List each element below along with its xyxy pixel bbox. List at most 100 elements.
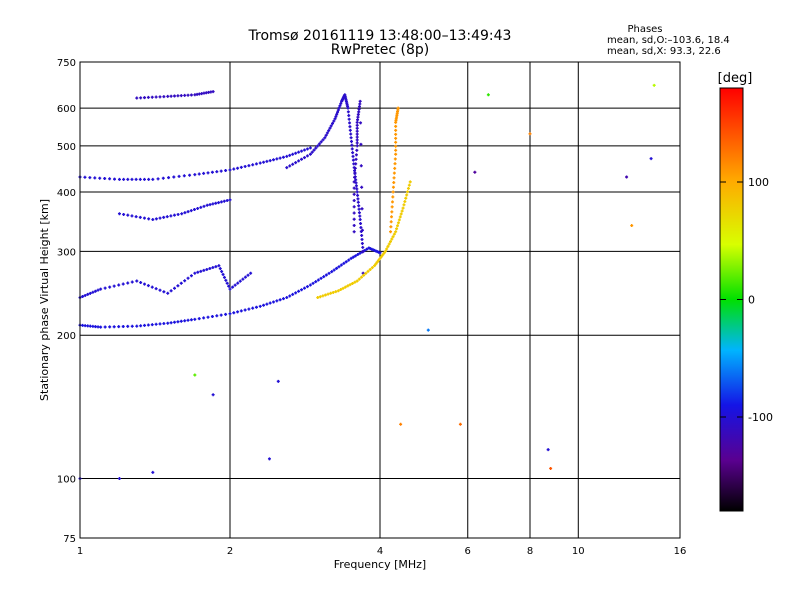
plot-frame <box>79 61 681 539</box>
data-point <box>351 255 355 259</box>
data-point <box>288 153 292 157</box>
x-tick-label: 8 <box>527 546 533 557</box>
data-point <box>186 318 190 322</box>
data-point <box>403 200 407 204</box>
data-point <box>357 105 361 109</box>
data-point <box>396 106 400 110</box>
data-point <box>154 217 158 221</box>
data-point <box>93 325 97 329</box>
data-point <box>126 324 130 328</box>
data-point <box>365 247 369 251</box>
data-point <box>272 158 276 162</box>
data-point <box>243 308 247 312</box>
data-point <box>205 203 209 207</box>
data-point <box>197 317 201 321</box>
data-point <box>358 102 362 106</box>
data-point <box>121 282 125 286</box>
y-tick-label: 500 <box>57 142 76 153</box>
data-point <box>389 220 393 224</box>
data-point <box>396 224 400 228</box>
data-point <box>358 214 362 218</box>
data-point <box>395 227 399 231</box>
data-point <box>377 258 381 262</box>
data-point <box>228 198 232 202</box>
data-point <box>359 164 363 168</box>
data-point <box>359 226 363 230</box>
data-point <box>291 162 295 166</box>
data-point <box>370 266 374 270</box>
data-point <box>278 298 282 302</box>
data-point <box>394 136 398 140</box>
data-point <box>179 281 183 285</box>
data-point <box>630 224 634 228</box>
data-point <box>224 312 228 316</box>
data-point <box>347 258 351 262</box>
data-point <box>183 93 187 97</box>
data-point <box>354 181 358 185</box>
data-points <box>78 83 656 481</box>
data-point <box>339 288 343 292</box>
data-point <box>211 202 215 206</box>
data-point <box>176 320 180 324</box>
data-point <box>138 215 142 219</box>
data-point <box>93 289 97 293</box>
data-point <box>285 296 289 300</box>
data-point <box>122 212 126 216</box>
data-point <box>158 322 162 326</box>
data-point <box>219 169 223 173</box>
y-axis-label: Stationary phase Virtual Height [km] <box>38 199 51 401</box>
data-point <box>337 265 341 269</box>
data-point <box>303 156 306 160</box>
data-point <box>139 96 143 100</box>
data-point <box>354 162 358 166</box>
data-point <box>165 215 169 219</box>
data-point <box>324 273 328 277</box>
data-point <box>399 422 403 426</box>
data-point <box>356 113 360 117</box>
data-point <box>103 325 107 329</box>
y-tick-label: 600 <box>57 104 76 115</box>
data-point <box>214 201 218 205</box>
data-point <box>189 318 193 322</box>
data-point <box>83 175 87 179</box>
data-point <box>121 325 125 329</box>
data-point <box>130 177 134 181</box>
data-point <box>324 133 328 137</box>
data-point <box>228 168 232 172</box>
data-point <box>347 117 351 121</box>
data-point <box>81 323 85 327</box>
data-point <box>625 175 629 179</box>
data-point <box>300 149 304 153</box>
data-point <box>349 139 353 143</box>
data-point <box>351 158 355 162</box>
data-point <box>355 129 359 133</box>
data-point <box>135 324 139 328</box>
data-point <box>357 277 361 281</box>
x-axis-ticks: 1 2 4 6 8 10 16 <box>77 546 687 557</box>
data-point <box>379 255 383 259</box>
data-point <box>356 200 360 204</box>
data-point <box>130 324 134 328</box>
data-point <box>83 324 87 328</box>
data-point <box>353 280 357 284</box>
data-point <box>352 217 356 221</box>
data-point <box>151 218 155 222</box>
colorbar-ticks: -100 0 100 <box>720 176 773 424</box>
colorbar-label: [deg] <box>718 71 753 86</box>
data-point <box>103 286 107 290</box>
data-point <box>358 218 362 222</box>
data-point <box>346 106 350 110</box>
y-tick-label: 75 <box>63 534 76 545</box>
x-tick-label: 10 <box>572 546 585 557</box>
y-tick-label: 300 <box>57 247 76 258</box>
data-point <box>352 205 356 209</box>
data-point <box>99 325 103 329</box>
data-point <box>146 95 150 99</box>
data-point <box>305 154 309 158</box>
data-point <box>162 215 166 219</box>
y-tick-label: 100 <box>57 475 76 486</box>
data-point <box>319 276 323 280</box>
data-point <box>238 279 242 283</box>
data-point <box>297 150 301 154</box>
data-point <box>353 166 357 170</box>
